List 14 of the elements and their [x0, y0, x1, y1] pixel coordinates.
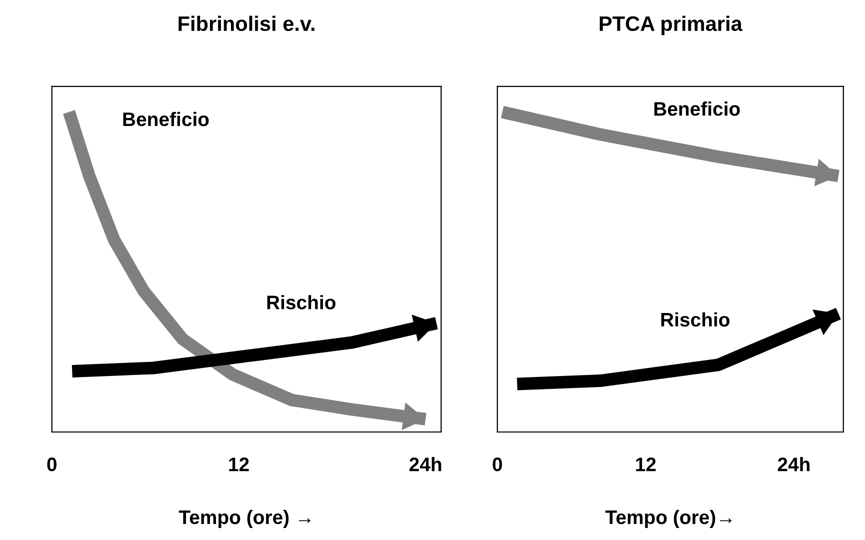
x-tick-label: 0 [47, 458, 57, 472]
x-tick-label: 12 [229, 458, 249, 472]
x-tick-label: 0 [492, 458, 502, 472]
x-axis-title: Tempo (ore)→ [605, 510, 732, 528]
x-tick-label: 12 [636, 458, 656, 472]
series-label: Rischio [267, 295, 336, 310]
chart-title: PTCA primaria [600, 16, 742, 36]
text: Beneficio [123, 112, 209, 126]
x-axis-title: Tempo (ore) → [178, 510, 310, 528]
series-label: Rischio [661, 312, 730, 327]
x-tick-label: 24h [778, 457, 810, 472]
series-label: Beneficio [654, 102, 740, 116]
x-tick-label: 24h [410, 457, 442, 472]
chart-title: Fibrinolisi e.v. [178, 16, 314, 32]
